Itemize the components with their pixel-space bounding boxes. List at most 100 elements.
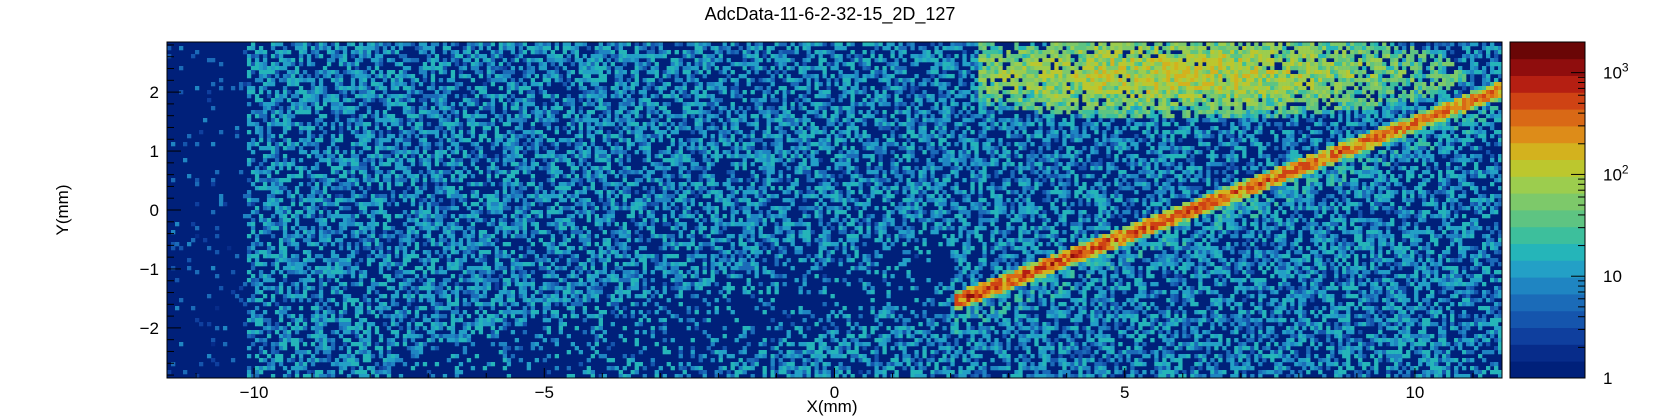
heatmap-cell [670,66,675,71]
heatmap-cell [522,42,528,47]
heatmap-cell [710,106,715,111]
heatmap-cell [614,86,619,91]
heatmap-cell [1298,54,1303,59]
heatmap-cell [378,82,384,87]
heatmap-cell [1442,54,1447,59]
heatmap-cell [638,90,643,95]
heatmap-cell [1490,134,1495,139]
heatmap-cell [706,62,711,67]
heatmap-cell [822,58,827,63]
heatmap-cell [1374,130,1379,135]
heatmap-cell [814,82,819,87]
heatmap-cell [378,134,384,139]
heatmap-cell [666,114,671,119]
heatmap-cell [698,118,703,123]
heatmap-cell [1158,66,1163,71]
heatmap-cell [1170,82,1175,87]
heatmap-cell [598,50,603,55]
heatmap-cell [1022,70,1027,75]
heatmap-cell [466,98,472,103]
heatmap-cell [1190,118,1195,123]
heatmap-cell [1030,74,1035,79]
heatmap-cell [1062,70,1067,75]
heatmap-cell [978,102,983,107]
heatmap-cell [594,82,599,87]
heatmap-cell [1102,82,1107,87]
heatmap-cell [614,94,619,99]
heatmap-cell [1006,106,1011,111]
heatmap-cell [1242,126,1247,131]
heatmap-cell [1050,126,1055,131]
heatmap-cell [658,106,663,111]
heatmap-cell [1042,114,1047,119]
heatmap-cell [730,86,735,91]
heatmap-cell [310,94,316,99]
heatmap-cell [598,58,603,63]
heatmap-cell [1086,110,1091,115]
heatmap-cell [1282,50,1287,55]
heatmap-cell [334,78,340,83]
heatmap-cell [1190,58,1195,63]
heatmap-cell [1150,82,1155,87]
heatmap-cell [510,106,516,111]
heatmap-cell [1270,90,1275,95]
heatmap-cell [1094,70,1099,75]
heatmap-cell [374,82,380,87]
heatmap-cell [402,110,408,115]
heatmap-cell [446,126,452,131]
heatmap-cell [1378,66,1383,71]
heatmap-cell [626,110,631,115]
heatmap-cell [830,114,835,119]
heatmap-cell [1434,86,1439,91]
heatmap-cell [870,86,875,91]
heatmap-cell [614,42,619,47]
heatmap-cell [1394,130,1399,135]
heatmap-cell [334,74,340,79]
heatmap-cell [450,86,456,91]
heatmap-cell [1082,98,1087,103]
heatmap-cell [1454,118,1459,123]
heatmap-cell [702,90,707,95]
heatmap-cell [934,50,939,55]
heatmap-cell [282,62,288,67]
heatmap-cell [794,118,799,123]
heatmap-cell [958,110,963,115]
heatmap-cell [1174,90,1179,95]
heatmap-cell [582,42,587,47]
heatmap-cell [778,138,783,143]
heatmap-cell [402,94,408,99]
heatmap-cell [546,110,552,115]
heatmap-cell [1426,130,1431,135]
heatmap-cell [682,102,687,107]
heatmap-cell [370,70,376,75]
heatmap-cell [1310,130,1315,135]
heatmap-cell [294,106,300,111]
heatmap-cell [1234,94,1239,99]
heatmap-cell [1478,50,1483,55]
heatmap-cell [354,94,360,99]
heatmap-cell [922,134,927,139]
heatmap-cell [802,74,807,79]
heatmap-cell [1394,106,1399,111]
heatmap-cell [454,86,460,91]
heatmap-cell [598,42,603,47]
heatmap-cell [678,126,683,131]
heatmap-cell [670,122,675,127]
heatmap-cell [1082,134,1087,139]
heatmap-cell [714,82,719,87]
heatmap-cell [1342,126,1347,131]
heatmap-cell [462,74,468,79]
heatmap-cell [1326,90,1331,95]
heatmap-cell [230,86,236,91]
heatmap-cell [834,126,839,131]
heatmap-cell [366,66,372,71]
heatmap-cell [650,54,655,59]
heatmap-cell [1442,78,1447,83]
heatmap-cell [1062,98,1067,103]
heatmap-cell [1482,110,1487,115]
heatmap-cell [1430,94,1435,99]
heatmap-cell [650,50,655,55]
heatmap-cell [678,90,683,95]
heatmap-cell [1206,90,1211,95]
heatmap-cell [1454,102,1459,107]
